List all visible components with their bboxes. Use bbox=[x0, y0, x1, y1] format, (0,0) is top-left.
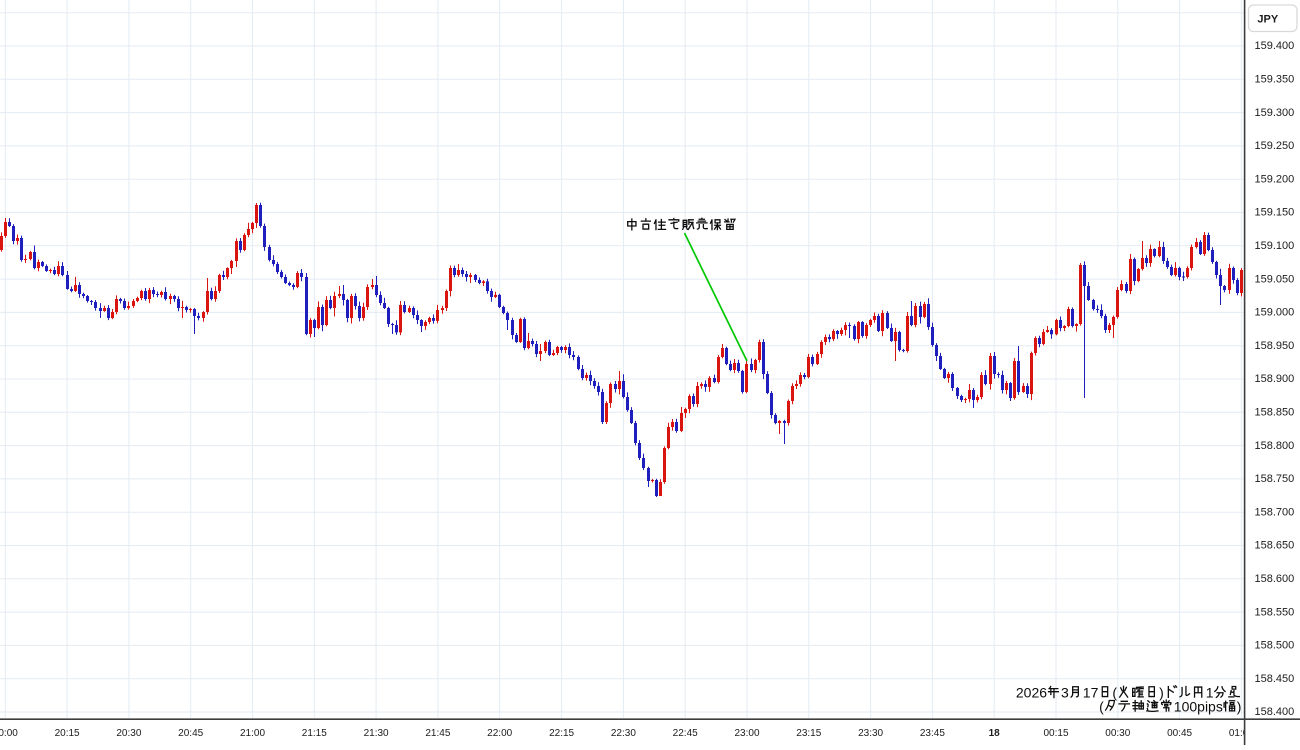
svg-text:158.400: 158.400 bbox=[1255, 706, 1295, 718]
svg-text:158.900: 158.900 bbox=[1255, 373, 1295, 385]
svg-text:21:30: 21:30 bbox=[364, 728, 389, 739]
svg-text:01:00: 01:00 bbox=[1229, 728, 1254, 739]
svg-text:22:00: 22:00 bbox=[487, 728, 512, 739]
svg-text:159.250: 159.250 bbox=[1255, 140, 1295, 152]
svg-text:20:15: 20:15 bbox=[55, 728, 80, 739]
svg-text:22:45: 22:45 bbox=[673, 728, 698, 739]
svg-text:159.000: 159.000 bbox=[1255, 307, 1295, 319]
svg-text:159.350: 159.350 bbox=[1255, 74, 1295, 86]
svg-text:18: 18 bbox=[989, 728, 1001, 739]
svg-text:2026: 2026 bbox=[1016, 685, 1047, 701]
svg-text:158.850: 158.850 bbox=[1255, 407, 1295, 419]
svg-text:159.050: 159.050 bbox=[1255, 273, 1295, 285]
svg-text:23:30: 23:30 bbox=[858, 728, 883, 739]
svg-text:17: 17 bbox=[1083, 685, 1099, 701]
svg-text:22:30: 22:30 bbox=[611, 728, 636, 739]
svg-text:158.650: 158.650 bbox=[1255, 540, 1295, 552]
svg-text:00:15: 00:15 bbox=[1043, 728, 1068, 739]
svg-text:20:00: 20:00 bbox=[0, 728, 18, 739]
svg-text:00:45: 00:45 bbox=[1167, 728, 1192, 739]
svg-text:158.700: 158.700 bbox=[1255, 506, 1295, 518]
svg-text:159.150: 159.150 bbox=[1255, 207, 1295, 219]
svg-text:159.300: 159.300 bbox=[1255, 107, 1295, 119]
svg-text:23:15: 23:15 bbox=[796, 728, 821, 739]
svg-text:(: ( bbox=[1099, 699, 1104, 715]
svg-text:158.450: 158.450 bbox=[1255, 673, 1295, 685]
svg-text:3: 3 bbox=[1061, 685, 1069, 701]
svg-text:158.750: 158.750 bbox=[1255, 473, 1295, 485]
svg-text:159.200: 159.200 bbox=[1255, 173, 1295, 185]
svg-text:23:00: 23:00 bbox=[734, 728, 759, 739]
svg-text:158.800: 158.800 bbox=[1255, 440, 1295, 452]
svg-text:00:30: 00:30 bbox=[1105, 728, 1130, 739]
svg-text:21:45: 21:45 bbox=[425, 728, 450, 739]
svg-text:21:15: 21:15 bbox=[302, 728, 327, 739]
svg-text:21:00: 21:00 bbox=[240, 728, 265, 739]
svg-text:20:45: 20:45 bbox=[178, 728, 203, 739]
svg-text:158.600: 158.600 bbox=[1255, 573, 1295, 585]
svg-text:158.950: 158.950 bbox=[1255, 340, 1295, 352]
svg-text:): ) bbox=[1159, 685, 1164, 701]
svg-text:22:15: 22:15 bbox=[549, 728, 574, 739]
svg-text:158.500: 158.500 bbox=[1255, 640, 1295, 652]
svg-text:20:30: 20:30 bbox=[116, 728, 141, 739]
svg-text:JPY: JPY bbox=[1257, 13, 1278, 25]
svg-text:(: ( bbox=[1112, 685, 1117, 701]
svg-text:159.400: 159.400 bbox=[1255, 40, 1295, 52]
svg-text:158.550: 158.550 bbox=[1255, 606, 1295, 618]
svg-text:1: 1 bbox=[1206, 685, 1214, 701]
svg-text:23:45: 23:45 bbox=[920, 728, 945, 739]
svg-text:159.100: 159.100 bbox=[1255, 240, 1295, 252]
svg-text:100pips: 100pips bbox=[1174, 699, 1223, 715]
svg-text:): ) bbox=[1237, 699, 1242, 715]
